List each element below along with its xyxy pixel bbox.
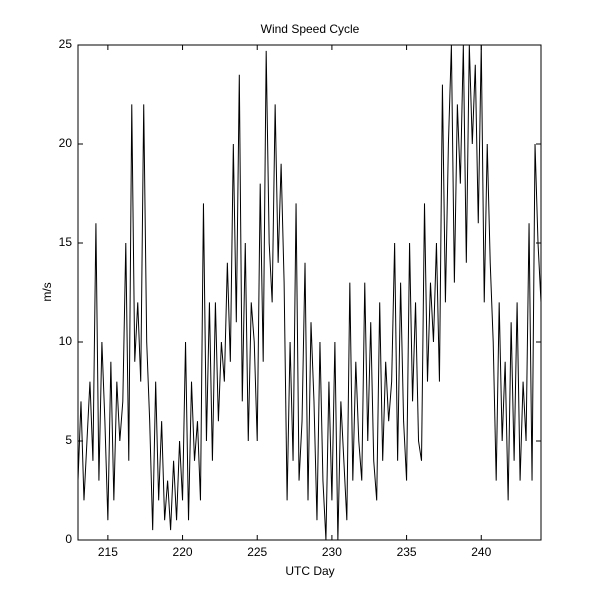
x-tick-label: 225 — [247, 545, 267, 559]
y-tick-label: 10 — [59, 334, 73, 348]
x-axis-label: UTC Day — [285, 564, 334, 578]
x-tick-label: 220 — [173, 545, 193, 559]
y-tick-label: 25 — [59, 37, 73, 51]
x-tick-label: 230 — [322, 545, 342, 559]
y-axis-label: m/s — [40, 282, 54, 301]
x-tick-label: 235 — [397, 545, 417, 559]
y-tick-label: 5 — [65, 433, 72, 447]
x-tick-label: 215 — [98, 545, 118, 559]
plot-frame — [77, 44, 542, 541]
x-tick-label: 240 — [471, 545, 491, 559]
data-line — [77, 44, 542, 541]
y-tick-label: 0 — [65, 532, 72, 546]
y-tick-label: 15 — [59, 235, 73, 249]
y-tick-label: 20 — [59, 136, 73, 150]
chart-title: Wind Speed Cycle — [261, 22, 360, 36]
